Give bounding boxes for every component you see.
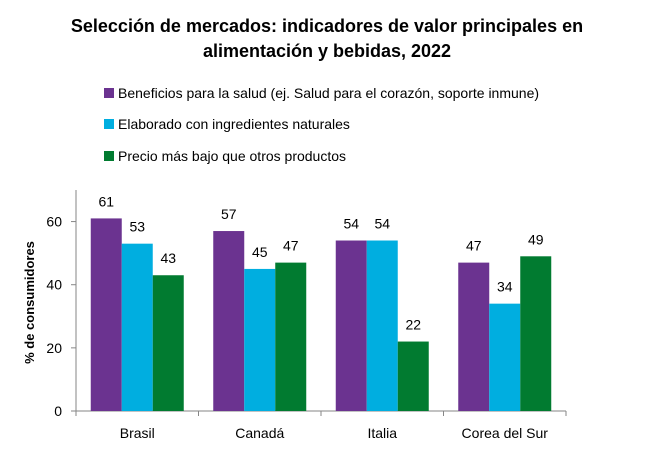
bar xyxy=(335,240,367,411)
legend-item-natural: Elaborado con ingredientes naturales xyxy=(104,116,539,133)
data-label: 54 xyxy=(343,216,359,232)
legend-swatch-health xyxy=(104,87,114,98)
bar xyxy=(213,231,245,411)
data-label: 54 xyxy=(374,216,390,232)
bar xyxy=(244,268,276,411)
x-tick-label: Corea del Sur xyxy=(462,425,549,441)
chart-title: Selección de mercados: indicadores de va… xyxy=(0,14,654,64)
bar xyxy=(152,275,184,411)
legend-label-price: Precio más bajo que otros productos xyxy=(118,147,347,164)
data-label: 53 xyxy=(129,219,145,235)
bar xyxy=(397,341,429,411)
y-tick-label: 40 xyxy=(46,277,62,293)
x-tick-label: Canadá xyxy=(235,425,284,441)
x-tick-label: Italia xyxy=(367,425,397,441)
data-label: 45 xyxy=(252,244,268,260)
bar xyxy=(458,262,490,411)
bar xyxy=(366,240,398,411)
data-label: 57 xyxy=(221,206,237,222)
data-label: 43 xyxy=(160,250,176,266)
y-tick-label: 20 xyxy=(46,340,62,356)
bar xyxy=(275,262,307,411)
data-label: 49 xyxy=(528,231,544,247)
data-label: 34 xyxy=(497,279,513,295)
chart-title-line-1: Selección de mercados: indicadores de va… xyxy=(70,16,584,36)
data-label: 47 xyxy=(466,238,482,254)
data-label: 61 xyxy=(98,193,114,209)
legend-swatch-price xyxy=(104,150,114,161)
data-label: 47 xyxy=(283,238,299,254)
legend-item-health: Beneficios para la salud (ej. Salud para… xyxy=(104,84,539,101)
legend-item-price: Precio más bajo que otros productos xyxy=(104,147,539,164)
bar xyxy=(90,218,122,411)
chart-title-line-2: alimentación y bebidas, 2022 xyxy=(202,41,452,61)
legend: Beneficios para la salud (ej. Salud para… xyxy=(104,84,539,179)
bar xyxy=(489,303,521,411)
y-tick-label: 60 xyxy=(46,214,62,230)
y-tick-label: 0 xyxy=(54,403,62,419)
bar xyxy=(121,243,153,411)
bar xyxy=(520,256,552,411)
legend-swatch-natural xyxy=(104,119,114,129)
legend-label-natural: Elaborado con ingredientes naturales xyxy=(118,116,350,132)
data-label: 22 xyxy=(405,317,421,333)
legend-label-health: Beneficios para la salud (ej. Salud para… xyxy=(118,84,540,101)
x-tick-label: Brasil xyxy=(120,425,155,441)
y-axis-title: % de consumidores xyxy=(22,241,37,364)
